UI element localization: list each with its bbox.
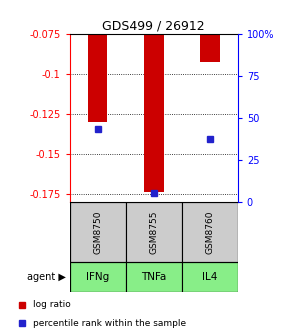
Bar	[200, 34, 220, 62]
FancyBboxPatch shape	[182, 262, 238, 292]
FancyBboxPatch shape	[70, 202, 126, 262]
Bar	[88, 34, 107, 122]
FancyBboxPatch shape	[182, 202, 238, 262]
Text: IFNg: IFNg	[86, 272, 109, 282]
Text: GSM8755: GSM8755	[149, 210, 158, 254]
Text: GSM8760: GSM8760	[205, 210, 214, 254]
FancyBboxPatch shape	[70, 262, 126, 292]
Text: GSM8750: GSM8750	[93, 210, 102, 254]
Text: agent ▶: agent ▶	[27, 272, 66, 282]
Text: percentile rank within the sample: percentile rank within the sample	[33, 319, 186, 328]
Text: TNFa: TNFa	[141, 272, 166, 282]
Bar	[144, 34, 164, 192]
Text: log ratio: log ratio	[33, 300, 70, 309]
FancyBboxPatch shape	[126, 202, 182, 262]
Title: GDS499 / 26912: GDS499 / 26912	[102, 19, 205, 33]
Text: IL4: IL4	[202, 272, 218, 282]
FancyBboxPatch shape	[126, 262, 182, 292]
